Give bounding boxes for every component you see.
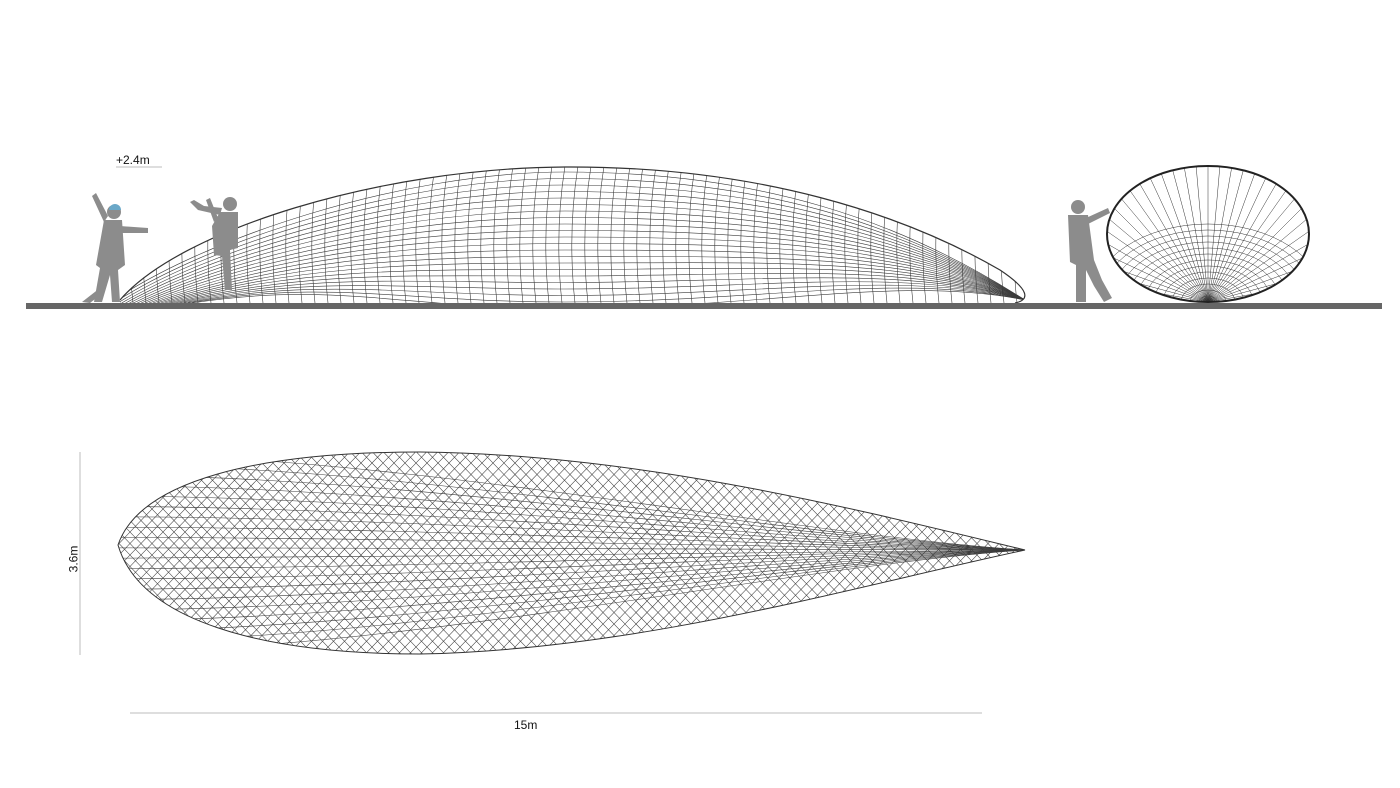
plan-weave [118,452,1025,654]
plan-outline [117,451,1026,655]
width-dimension-label: 3.6m [66,545,81,573]
person-hat [109,204,121,210]
height-dimension-label: +2.4m [116,153,150,167]
cross-section-shell [1106,165,1310,303]
plan-view [117,451,1026,655]
length-dimension-label: 15m [514,718,538,732]
person-silhouette-right [1068,200,1112,302]
elevation-outline [119,166,1026,304]
person-silhouette-middle [190,197,238,290]
elevation-view [26,165,1382,309]
elevation-weave [120,166,1025,303]
ground-line [26,303,1382,309]
